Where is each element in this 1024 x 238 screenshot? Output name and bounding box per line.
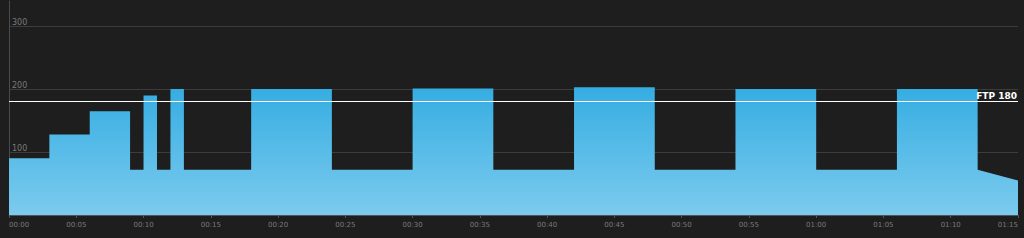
- svg-text:00:35: 00:35: [470, 221, 490, 229]
- svg-text:100: 100: [12, 144, 27, 153]
- svg-text:01:10: 01:10: [941, 221, 961, 229]
- svg-text:FTP 180: FTP 180: [976, 91, 1017, 101]
- svg-text:00:20: 00:20: [268, 221, 288, 229]
- svg-text:00:15: 00:15: [201, 221, 221, 229]
- svg-text:00:40: 00:40: [537, 221, 557, 229]
- svg-text:01:00: 01:00: [806, 221, 826, 229]
- svg-text:00:45: 00:45: [604, 221, 624, 229]
- svg-text:00:30: 00:30: [403, 221, 423, 229]
- svg-text:00:50: 00:50: [672, 221, 692, 229]
- svg-text:200: 200: [12, 81, 27, 90]
- svg-text:300: 300: [12, 18, 27, 27]
- svg-text:00:10: 00:10: [133, 221, 153, 229]
- svg-text:00:05: 00:05: [66, 221, 86, 229]
- svg-text:00:25: 00:25: [335, 221, 355, 229]
- svg-text:00:00: 00:00: [9, 221, 29, 229]
- svg-text:01:15: 01:15: [998, 221, 1018, 229]
- svg-text:00:55: 00:55: [739, 221, 759, 229]
- svg-text:01:05: 01:05: [873, 221, 893, 229]
